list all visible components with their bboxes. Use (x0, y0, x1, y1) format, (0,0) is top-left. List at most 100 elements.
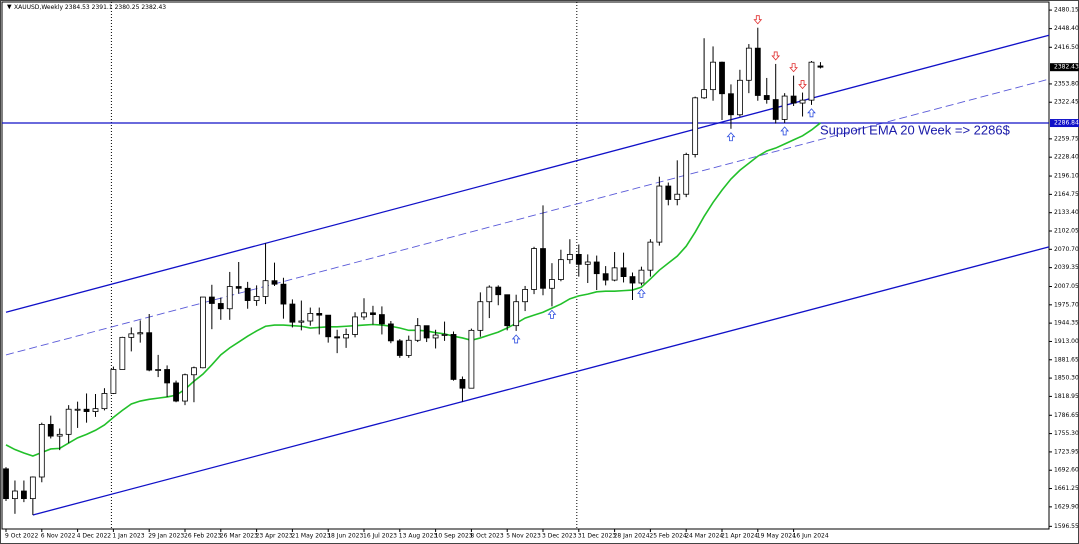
symbol: XAUUSD,Weekly (14, 4, 63, 11)
y-tick-label: 2133.40 (1054, 209, 1079, 216)
x-tick-label: 9 Oct 2022 (5, 533, 38, 540)
y-tick-label: 2416.50 (1054, 44, 1079, 51)
candle-body (710, 61, 716, 91)
candle-body (262, 280, 269, 297)
y-tick-label: 1755.30 (1054, 430, 1079, 437)
candle-body (414, 325, 421, 341)
candle-body (361, 312, 367, 318)
candle-body (235, 286, 242, 289)
candle-body (701, 89, 707, 99)
candle-body (423, 325, 430, 339)
candle-body (647, 241, 654, 271)
candle-body (155, 369, 162, 371)
candle-body (56, 433, 63, 437)
candle-body (182, 374, 188, 402)
y-tick-label: 1818.95 (1054, 393, 1079, 400)
current-price-label: 2382.43 (1054, 64, 1079, 71)
x-tick-label: 26 Mar 2023 (220, 533, 258, 540)
candle-body (513, 301, 520, 327)
candle-body (495, 286, 502, 296)
y-tick-label: 2228.40 (1054, 154, 1079, 161)
candle-body (683, 154, 690, 195)
plot-frame (1, 1, 1050, 530)
ema-line (5, 122, 821, 457)
x-tick-label: 23 Apr 2023 (256, 533, 293, 540)
up-fractal (780, 126, 790, 136)
candle-body (334, 336, 341, 339)
candle-body (128, 333, 135, 338)
candle-body (307, 313, 314, 322)
candle-body (164, 369, 171, 384)
candle-body (378, 314, 385, 325)
candle-body (208, 296, 215, 304)
candle-body (763, 95, 770, 100)
y-tick-label: 2480.15 (1054, 7, 1079, 14)
candle-body (387, 323, 394, 342)
x-tick-label: 16 Jun 2024 (793, 533, 829, 540)
candle-body (808, 61, 815, 101)
candle-body (199, 296, 206, 369)
candle-body (575, 253, 582, 265)
candle-body (173, 382, 179, 402)
candle-body (396, 340, 403, 356)
open-value: 2384.53 (65, 4, 90, 11)
x-tick-label: 18 Jun 2023 (327, 533, 363, 540)
candle-body (692, 97, 699, 155)
candle-body (432, 334, 439, 339)
candle-body (584, 261, 591, 265)
candle-body (244, 287, 251, 301)
y-tick-label: 1661.25 (1054, 485, 1079, 492)
candle-body (790, 95, 797, 104)
candle-body (504, 294, 511, 327)
up-fractal (807, 108, 816, 118)
x-tick-label: 19 May 2024 (757, 533, 796, 540)
plot-layer (2, 2, 1050, 529)
candle-body (602, 273, 609, 281)
support-price-box (1050, 119, 1079, 128)
x-tick-label: 26 Feb 2023 (184, 533, 222, 540)
x-tick-label: 4 Dec 2022 (77, 533, 112, 540)
trendline (32, 246, 1050, 516)
y-tick-label: 2007.05 (1054, 283, 1079, 290)
candle-body (674, 193, 681, 200)
candle-body (737, 79, 743, 116)
x-tick-label: 5 Nov 2023 (506, 533, 541, 540)
y-tick-label: 1596.55 (1054, 523, 1079, 530)
y-tick-label: 1723.95 (1054, 448, 1079, 455)
candle-body (101, 393, 108, 410)
y-tick-label: 2259.75 (1054, 135, 1079, 142)
current-price-box (1050, 63, 1079, 72)
x-tick-label: 24 Mar 2024 (685, 533, 723, 540)
candle-body (352, 316, 358, 335)
y-tick-label: 1881.65 (1054, 356, 1079, 363)
candle-body (47, 424, 54, 437)
candle-body (146, 332, 153, 371)
y-tick-label: 2353.80 (1054, 80, 1079, 87)
y-tick-label: 1944.35 (1054, 320, 1079, 327)
candle-body (65, 408, 72, 435)
candle-body (558, 259, 564, 280)
candle-body (441, 334, 448, 336)
candle-body (325, 314, 332, 338)
candle-body (38, 424, 45, 478)
candle-body (29, 476, 36, 500)
support-price-label: 2286.84 (1054, 120, 1079, 127)
candle-body (719, 61, 725, 95)
candle-body (817, 65, 824, 68)
y-tick-label: 1629.90 (1054, 503, 1079, 510)
candle-body (289, 303, 296, 323)
candle-body (110, 369, 117, 394)
candle-body (531, 248, 537, 290)
candle-body (12, 490, 18, 500)
trendline (5, 34, 1050, 313)
up-fractal (726, 132, 736, 142)
x-tick-label: 28 Jan 2024 (614, 533, 650, 540)
y-tick-label: 2102.05 (1054, 227, 1079, 234)
candle-body (83, 408, 90, 412)
candle-body (217, 303, 224, 310)
y-tick-label: 1786.65 (1054, 412, 1079, 419)
high-value: 2391.1 (92, 4, 113, 11)
y-tick-label: 1913.00 (1054, 338, 1079, 345)
candle-body (593, 261, 600, 275)
